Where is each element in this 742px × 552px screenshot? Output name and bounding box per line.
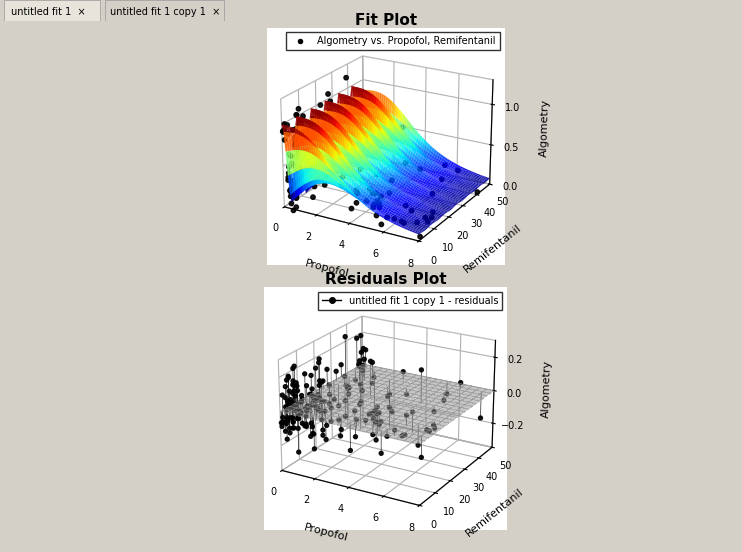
Title: Residuals Plot: Residuals Plot (325, 272, 447, 287)
Y-axis label: Remifentanil: Remifentanil (462, 222, 523, 275)
Y-axis label: Remifentanil: Remifentanil (464, 486, 525, 538)
X-axis label: Propofol: Propofol (304, 258, 350, 279)
Bar (4, 0, 100, 21)
X-axis label: Propofol: Propofol (303, 523, 349, 543)
Title: Fit Plot: Fit Plot (355, 13, 417, 28)
Legend: untitled fit 1 copy 1 - residuals: untitled fit 1 copy 1 - residuals (318, 292, 502, 310)
Text: untitled fit 1 copy 1  ×: untitled fit 1 copy 1 × (110, 7, 220, 17)
Bar (105, 0, 224, 21)
Legend: Algometry vs. Propofol, Remifentanil: Algometry vs. Propofol, Remifentanil (286, 33, 499, 50)
Text: untitled fit 1  ×: untitled fit 1 × (11, 7, 86, 17)
